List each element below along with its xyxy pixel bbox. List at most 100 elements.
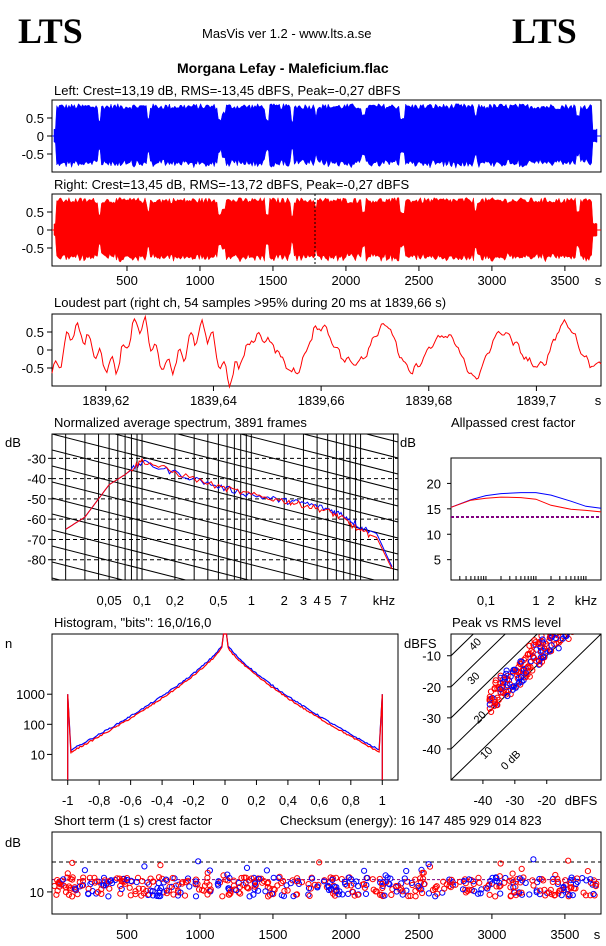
stcrest-point <box>538 876 545 883</box>
loudest-ytick-label: -0.5 <box>22 361 44 376</box>
left-ytick-label: 0 <box>37 129 44 144</box>
stcrest-point <box>378 891 385 898</box>
pvr-point <box>563 634 568 635</box>
spectrum-ytick-label: -70 <box>27 532 46 547</box>
stcrest-point <box>250 891 257 898</box>
right-xtick-label: 3000 <box>477 273 506 288</box>
stcrest-point <box>54 887 61 894</box>
stcrest-point <box>293 891 301 898</box>
pvr-point <box>532 639 539 646</box>
stcrest-xtick-label: 2000 <box>331 927 360 942</box>
stcrest-point <box>529 877 536 884</box>
spectrum-xtick-label: 5 <box>324 593 331 608</box>
pvr-point <box>579 624 584 629</box>
histogram-xtick-label: 0,6 <box>310 793 328 808</box>
stcrest-point <box>245 885 252 892</box>
stcrest-point <box>69 893 76 900</box>
stcrest-point <box>118 885 125 893</box>
stcrest-point <box>393 883 400 890</box>
stcrest-point <box>132 891 139 898</box>
stcrest-point <box>275 874 282 882</box>
spectrum-slope <box>301 434 398 459</box>
stcrest-point <box>497 860 504 867</box>
pvr-point <box>570 634 575 635</box>
pvr-point <box>592 624 597 629</box>
stcrest-point <box>170 891 177 898</box>
stcrest-point <box>284 887 291 894</box>
stcrest-point <box>85 891 92 898</box>
stcrest-point <box>355 883 362 890</box>
pvr-point <box>491 699 498 706</box>
pvr-xlabel: dBFS <box>565 793 598 808</box>
stcrest-point <box>361 867 368 874</box>
stcrest-point <box>348 882 355 889</box>
pvr-point <box>581 624 586 629</box>
pvr-point <box>514 672 521 679</box>
spectrum-xtick-label: 7 <box>340 593 347 608</box>
stcrest-point <box>572 880 580 888</box>
stcrest-point <box>192 893 200 900</box>
left-ytick-label: 0.5 <box>26 111 44 126</box>
pvr-point <box>565 628 570 633</box>
stcrest-point <box>105 878 112 885</box>
stcrest-point <box>403 867 410 875</box>
stcrest-point <box>441 885 448 892</box>
pvr-point <box>582 624 587 629</box>
pvr-point <box>566 624 571 629</box>
stcrest-point <box>227 890 234 897</box>
pvr-point <box>538 634 545 639</box>
pvr-point <box>582 624 587 629</box>
stcrest-point <box>246 893 253 900</box>
right-xtick-label: 1000 <box>186 273 215 288</box>
spectrum-slope <box>52 545 188 580</box>
spectrum-slope <box>52 434 398 523</box>
stcrest-point <box>78 882 86 889</box>
spectrum-series-right <box>65 457 393 570</box>
pvr-point <box>576 624 581 629</box>
pvr-point <box>492 677 499 684</box>
stcrest-point <box>384 874 391 881</box>
stcrest-point <box>421 880 428 888</box>
pvr-point <box>557 634 563 636</box>
stcrest-point <box>316 859 323 866</box>
loudest-xtick-label: 1839,7 <box>517 393 557 408</box>
stcrest-point <box>558 892 565 899</box>
pvr-point <box>549 634 556 640</box>
stcrest-point <box>587 892 594 899</box>
stcrest-point <box>306 892 313 900</box>
right-xtick-label: 2000 <box>331 273 360 288</box>
pvr-point <box>486 693 493 700</box>
stcrest-point <box>373 888 380 895</box>
stcrest-point <box>126 884 133 891</box>
histogram-xtick-label: -0,4 <box>151 793 173 808</box>
pvr-point <box>572 624 577 629</box>
stcrest-point <box>256 875 263 882</box>
stcrest-point <box>65 891 73 898</box>
stcrest-point <box>278 879 285 887</box>
loudest-xtick-label: 1839,68 <box>405 393 452 408</box>
spectrum-ytick-label: -80 <box>27 553 46 568</box>
spectrum-slope <box>112 434 398 507</box>
stcrest-point <box>518 889 525 896</box>
stcrest-point <box>320 878 327 885</box>
stcrest-point <box>412 893 419 900</box>
spectrum-slope <box>52 306 398 394</box>
pvr-point <box>583 624 588 629</box>
histogram-ytick-label: 10 <box>31 747 45 762</box>
loudest-trace <box>51 314 602 389</box>
allpassed-xtick-label: 0,1 <box>477 593 495 608</box>
histogram-series-left <box>67 633 383 780</box>
allpassed-ytick-label: 20 <box>427 476 441 491</box>
stcrest-point <box>186 883 193 890</box>
histogram-xtick-label: 0,2 <box>247 793 265 808</box>
loudest-xtick-label: 1839,66 <box>298 393 345 408</box>
stcrest-point <box>565 857 572 864</box>
pvr-point <box>535 641 542 648</box>
histogram-ytick-label: 1000 <box>16 687 45 702</box>
stcrest-point <box>493 874 500 882</box>
stcrest-point <box>163 876 170 883</box>
pvr-title: Peak vs RMS level <box>452 615 561 630</box>
pvr-point <box>585 624 590 629</box>
histogram-xtick-label: -0,2 <box>182 793 204 808</box>
